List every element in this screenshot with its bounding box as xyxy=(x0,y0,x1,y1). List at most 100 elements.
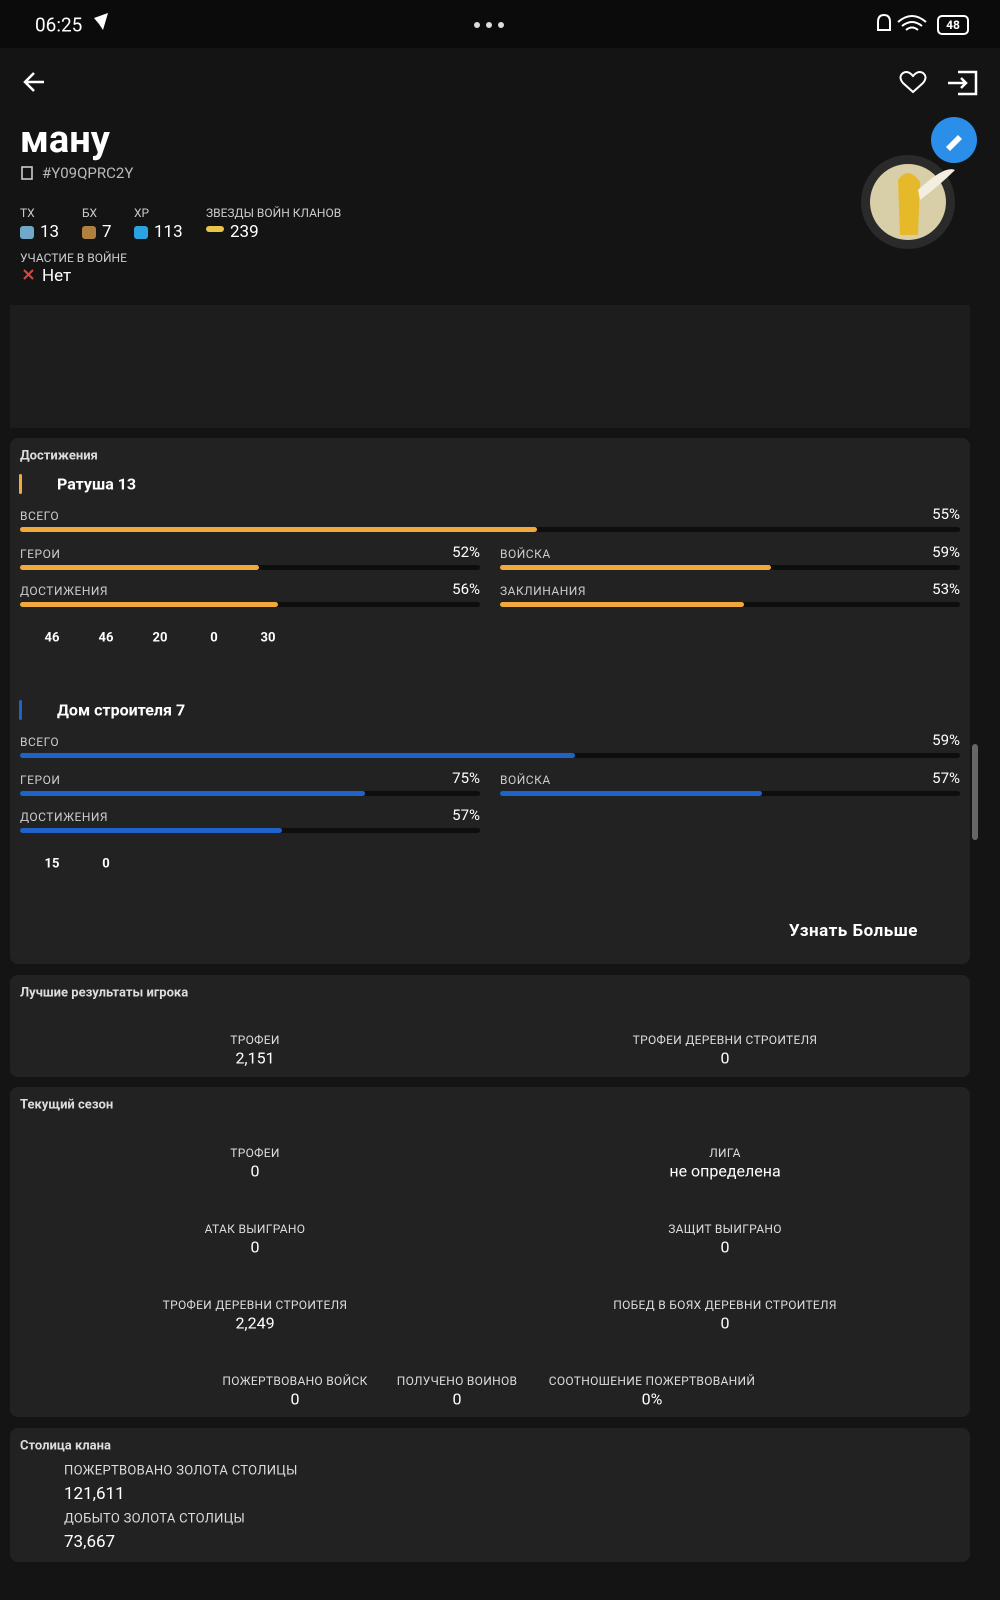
stat-label: XP xyxy=(134,206,150,220)
progress-bar xyxy=(500,791,763,796)
item-value: 0 xyxy=(720,1048,730,1068)
stat-icon xyxy=(82,226,96,239)
item-label: ТРОФЕИ xyxy=(230,1146,280,1160)
war-label: УЧАСТИЕ В ВОЙНЕ xyxy=(20,251,127,265)
progress-label: ДОСТИЖЕНИЯ xyxy=(20,584,109,598)
progress-bar xyxy=(20,828,283,833)
stat-icon xyxy=(134,226,148,239)
item-label: ЛИГА xyxy=(709,1146,741,1160)
player-tag: #Y09QPRC2Y xyxy=(42,164,134,182)
status-time: 06:25 xyxy=(35,13,83,37)
progress-value: 55% xyxy=(932,505,960,523)
avatar-figure xyxy=(898,172,920,235)
capital-label: ДОБЫТО ЗОЛОТА СТОЛИЦЫ xyxy=(64,1511,246,1527)
achievements-card xyxy=(10,438,970,964)
progress-value: 59% xyxy=(932,543,960,561)
hero-level: 46 xyxy=(44,630,60,646)
mute-icon xyxy=(877,13,891,31)
more-link[interactable]: Узнать Больше xyxy=(788,921,918,941)
stat-value: 13 xyxy=(40,222,60,242)
progress-label: ВОЙСКА xyxy=(500,547,551,561)
item-value: 0 xyxy=(720,1313,730,1333)
item-value: 0 xyxy=(290,1389,300,1409)
cross-icon xyxy=(23,269,34,280)
progress-label: ГЕРОИ xyxy=(20,547,61,561)
stat-value: 239 xyxy=(230,222,259,242)
wifi-icon xyxy=(897,15,927,31)
season-card xyxy=(10,1087,970,1417)
header xyxy=(0,48,1000,305)
item-value: 0 xyxy=(452,1389,462,1409)
progress-value: 75% xyxy=(452,769,480,787)
stat-label: ЗВЕЗДЫ ВОЙН КЛАНОВ xyxy=(206,206,342,220)
item-label: ЗАЩИТ ВЫИГРАНО xyxy=(668,1222,782,1236)
item-label: ПОБЕД В БОЯХ ДЕРЕВНИ СТРОИТЕЛЯ xyxy=(613,1298,837,1312)
item-label: АТАК ВЫИГРАНО xyxy=(204,1222,306,1236)
capital-value: 121,611 xyxy=(64,1484,125,1504)
exit-button[interactable] xyxy=(948,70,978,96)
stat-label: БХ xyxy=(82,206,98,220)
item-value: 2,151 xyxy=(235,1048,275,1068)
item-label: ТРОФЕИ ДЕРЕВНИ СТРОИТЕЛЯ xyxy=(162,1298,348,1312)
section-accent xyxy=(19,474,22,494)
item-label: ПОЖЕРТВОВАНО ВОЙСК xyxy=(222,1374,368,1388)
card-title: Текущий сезон xyxy=(20,1097,114,1113)
item-value: 0% xyxy=(641,1389,663,1409)
progress-label: ЗАКЛИНАНИЯ xyxy=(500,584,586,598)
card-title: Лучшие результаты игрока xyxy=(20,985,189,1001)
progress-value: 53% xyxy=(932,580,960,598)
progress-bar xyxy=(500,602,744,607)
dot xyxy=(486,22,492,28)
progress-bar xyxy=(20,527,537,532)
copy-icon[interactable] xyxy=(21,166,33,180)
progress-bar xyxy=(500,565,772,570)
scrollbar xyxy=(972,744,978,840)
item-value: 0 xyxy=(720,1237,730,1257)
progress-label: ДОСТИЖЕНИЯ xyxy=(20,810,109,824)
progress-value: 52% xyxy=(452,543,480,561)
hero-level: 0 xyxy=(210,630,218,646)
favorite-button[interactable] xyxy=(899,71,927,94)
section-accent xyxy=(19,700,22,720)
progress-label: ВСЕГО xyxy=(20,735,60,749)
battery-icon xyxy=(937,15,969,35)
best-card xyxy=(10,975,970,1077)
hero-level: 15 xyxy=(44,856,60,872)
hero-level: 20 xyxy=(152,630,168,646)
section-title: Ратуша 13 xyxy=(57,474,137,494)
card-title: Достижения xyxy=(20,448,98,464)
item-label: ТРОФЕИ ДЕРЕВНИ СТРОИТЕЛЯ xyxy=(632,1033,818,1047)
progress-value: 56% xyxy=(452,580,480,598)
progress-label: ГЕРОИ xyxy=(20,773,61,787)
progress-value: 59% xyxy=(932,731,960,749)
capital-label: ПОЖЕРТВОВАНО ЗОЛОТА СТОЛИЦЫ xyxy=(64,1463,298,1479)
progress-value: 57% xyxy=(932,769,960,787)
capital-value: 73,667 xyxy=(64,1532,116,1552)
item-value: 2,249 xyxy=(235,1313,275,1333)
progress-bar xyxy=(20,753,575,758)
dot xyxy=(498,22,504,28)
avatar-wing xyxy=(918,169,955,200)
item-value: 0 xyxy=(250,1161,260,1181)
stat-icon xyxy=(20,226,34,239)
section-title: Дом строителя 7 xyxy=(57,700,186,720)
item-label: ПОЛУЧЕНО ВОИНОВ xyxy=(396,1374,518,1388)
back-button[interactable] xyxy=(23,72,44,92)
player-name: ману xyxy=(20,118,110,162)
item-label: СООТНОШЕНИЕ ПОЖЕРТВОВАНИЙ xyxy=(548,1374,756,1388)
progress-bar xyxy=(20,565,260,570)
stat-label: ТХ xyxy=(20,206,35,220)
war-value: Нет xyxy=(42,266,72,286)
item-value: 0 xyxy=(250,1237,260,1257)
progress-bar xyxy=(20,791,365,796)
progress-label: ВСЕГО xyxy=(20,509,60,523)
item-value: не определена xyxy=(669,1161,781,1181)
progress-value: 57% xyxy=(452,806,480,824)
battery-level: 48 xyxy=(946,18,960,32)
stat-value: 7 xyxy=(102,222,112,242)
telegram-icon xyxy=(94,13,108,30)
edit-icon xyxy=(946,135,962,151)
progress-label: ВОЙСКА xyxy=(500,773,551,787)
stat-icon xyxy=(206,226,224,232)
